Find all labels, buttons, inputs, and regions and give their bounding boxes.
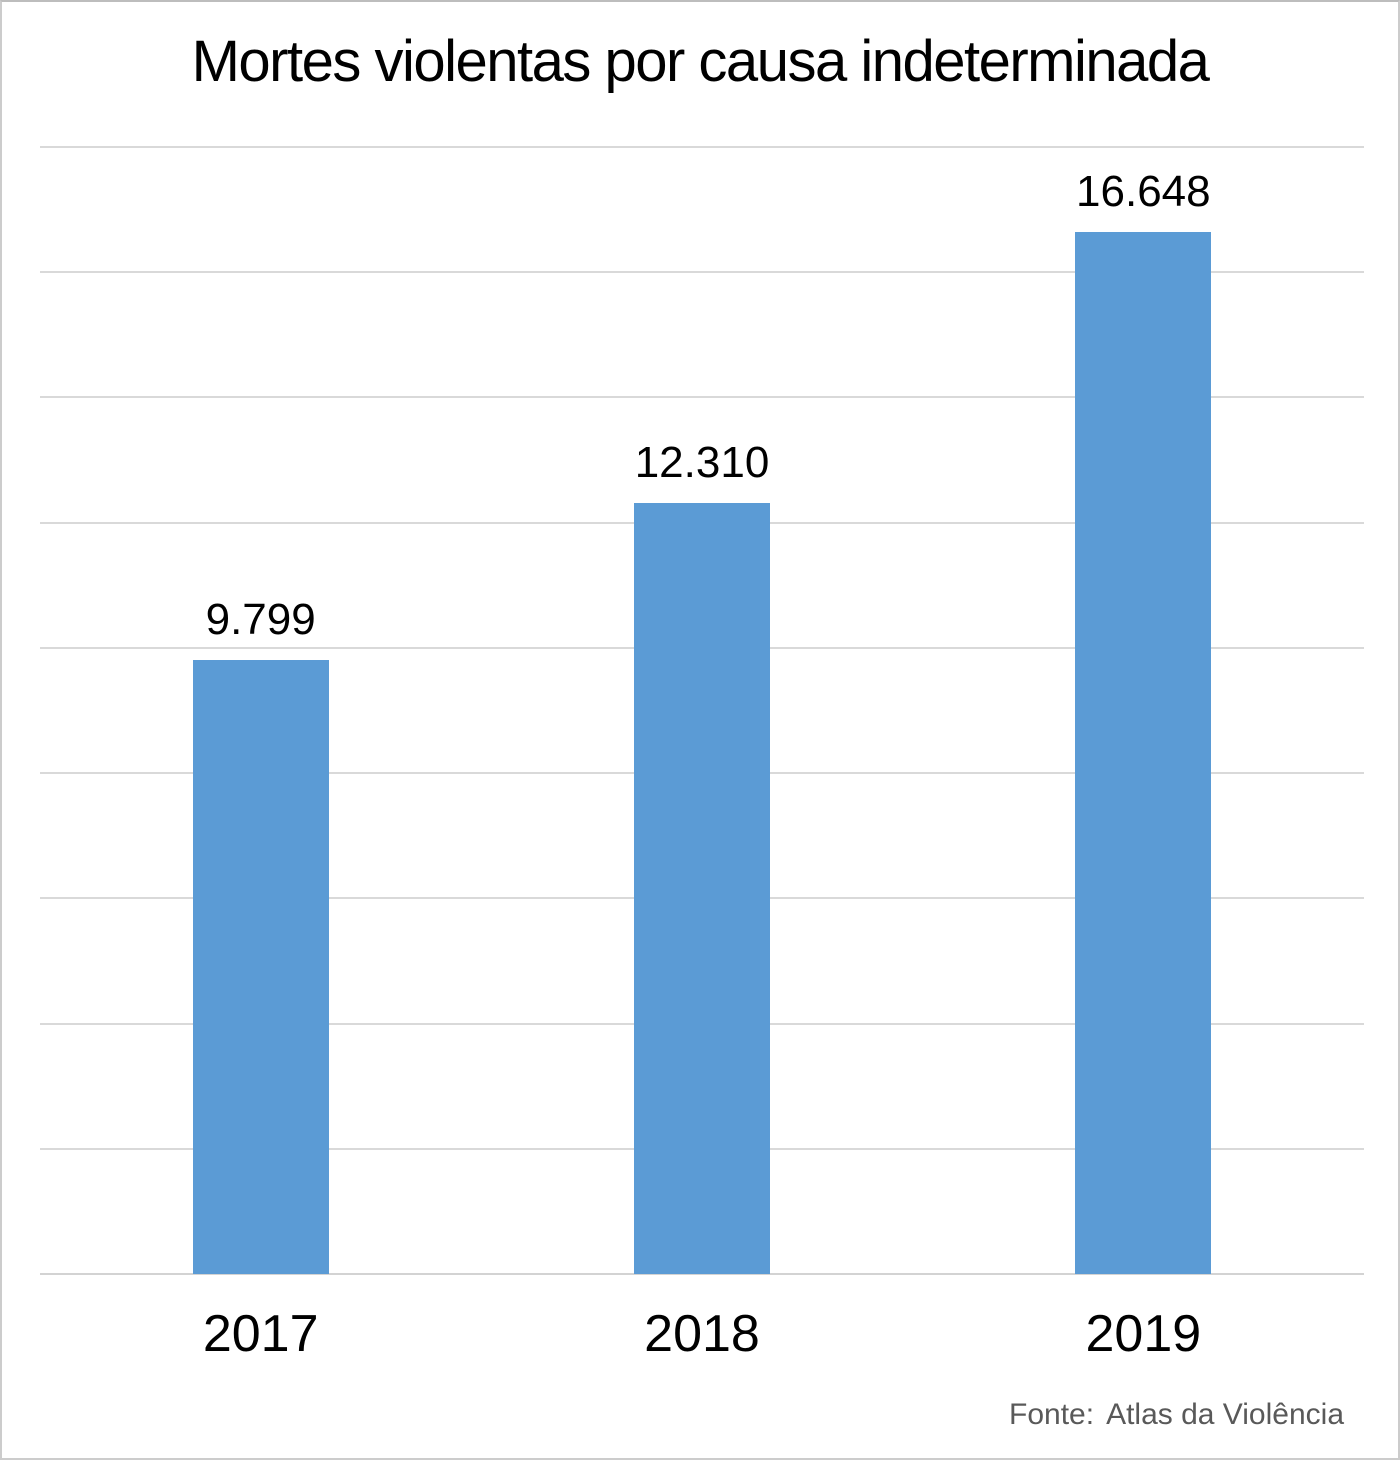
- value-label-2017: 9.799: [205, 595, 316, 644]
- gridline: [40, 146, 1364, 148]
- bar-2019: [1075, 232, 1212, 1274]
- source-text: Atlas da Violência: [1106, 1398, 1344, 1431]
- x-axis-line: [40, 1273, 1364, 1275]
- value-label-2019: 16.648: [1076, 167, 1211, 216]
- gridline: [40, 271, 1364, 274]
- source-prefix: Fonte:: [1009, 1398, 1095, 1431]
- x-label-2017: 2017: [202, 1305, 319, 1363]
- gridline: [40, 396, 1364, 399]
- source-note: Fonte: Atlas da Violência: [1009, 1398, 1344, 1432]
- bar-2017: [192, 660, 329, 1274]
- plot-area: 9.799 12.310 16.648: [40, 146, 1364, 1275]
- chart-title: Mortes violentas por causa indeterminada: [191, 29, 1210, 94]
- value-label-2018: 12.310: [634, 438, 770, 487]
- bar-2018: [634, 503, 770, 1274]
- x-label-2019: 2019: [1085, 1305, 1202, 1363]
- x-label-2018: 2018: [644, 1305, 760, 1363]
